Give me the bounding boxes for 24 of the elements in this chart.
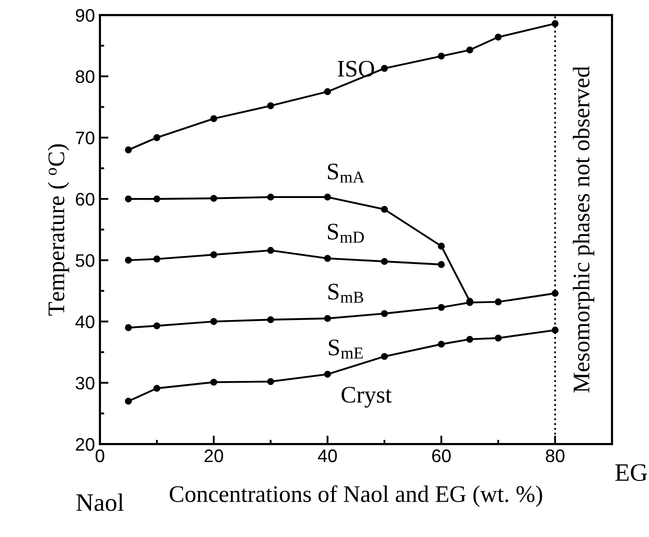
x-tick-label: 40 [318, 449, 337, 462]
y-tick-label: 20 [76, 438, 94, 451]
y-tick-label: 90 [76, 8, 94, 22]
x-tick-label: 60 [432, 449, 451, 462]
x-tick-label: 20 [204, 449, 224, 462]
text: Naol [76, 493, 124, 512]
y-tick-label: 70 [76, 132, 94, 144]
ref-line-label: Mesomorphic phases not observed [572, 66, 594, 392]
annotation: S$_{mE}$ [328, 340, 363, 358]
y-tick-label: 40 [75, 315, 94, 328]
x-axis-title: Concentrations of Naol and EG (wt. %) [170, 485, 542, 507]
annotation: Cryst [342, 386, 392, 408]
x-tick-label: 80 [546, 449, 564, 462]
y-tick-label: 50 [76, 254, 94, 267]
annotation: S$_{mD}$ [328, 224, 364, 243]
annotation: S$_{mB}$ [328, 284, 364, 303]
y-axis-title: Temperature ( $^{o}$C) [48, 144, 70, 316]
text: EG [615, 464, 648, 481]
annotation: S$_{mA}$ [328, 164, 364, 183]
annotation: ISO [338, 60, 374, 77]
y-tick-label: 80 [76, 70, 94, 84]
y-tick-label: 30 [76, 376, 94, 390]
x-tick-label: 0 [96, 449, 104, 462]
y-tick-label: 60 [76, 192, 94, 206]
